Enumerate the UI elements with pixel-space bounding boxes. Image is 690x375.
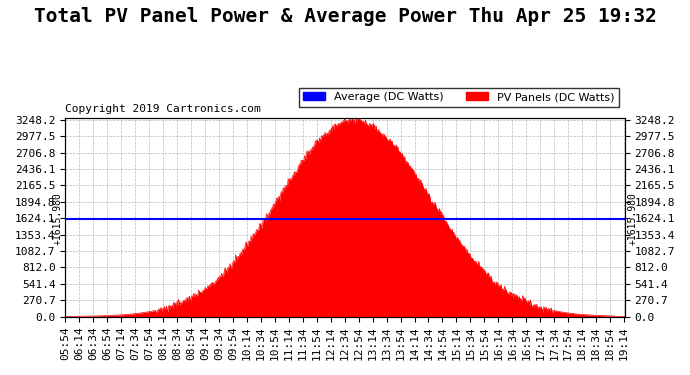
Text: Total PV Panel Power & Average Power Thu Apr 25 19:32: Total PV Panel Power & Average Power Thu… xyxy=(34,8,656,27)
Text: +1615.980: +1615.980 xyxy=(52,192,62,245)
Legend: Average (DC Watts), PV Panels (DC Watts): Average (DC Watts), PV Panels (DC Watts) xyxy=(299,88,619,106)
Text: +1615.980: +1615.980 xyxy=(628,192,638,245)
Text: Copyright 2019 Cartronics.com: Copyright 2019 Cartronics.com xyxy=(66,104,261,114)
